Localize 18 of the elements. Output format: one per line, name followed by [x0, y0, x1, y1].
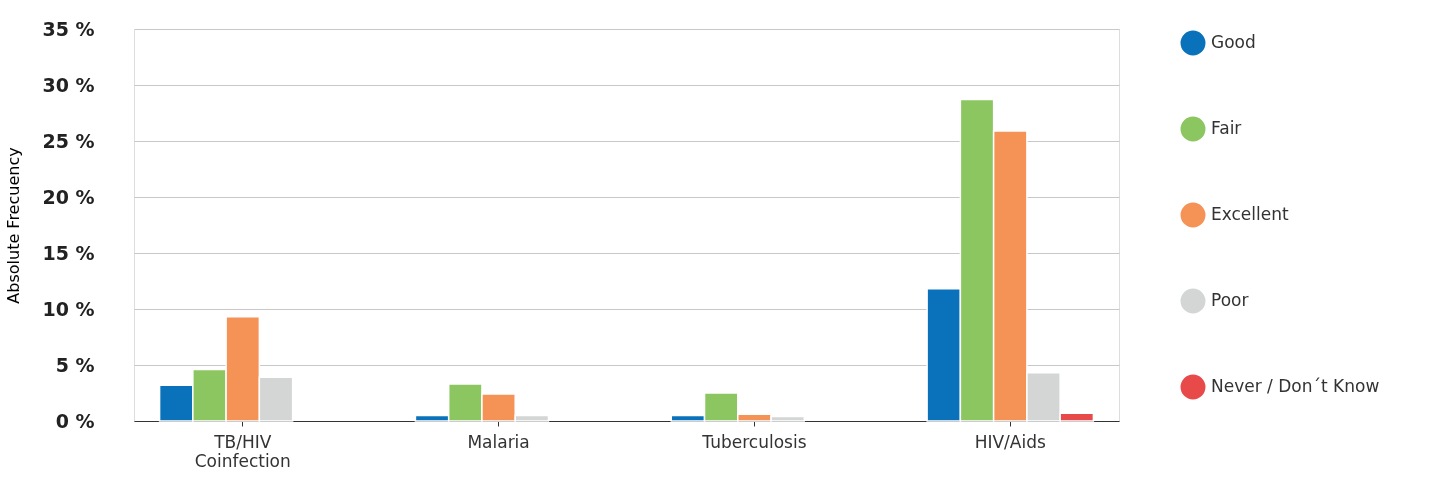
x-tick-label: Malaria [467, 431, 530, 452]
y-tick-label: 25 % [42, 129, 95, 152]
y-axis-title: Absolute Frecuency [4, 147, 24, 304]
legend-label: Poor [1211, 290, 1249, 310]
y-tick-label: 5 % [55, 353, 95, 376]
y-tick-label: 35 % [42, 17, 95, 40]
legend-label: Fair [1211, 118, 1242, 138]
legend-label: Good [1211, 32, 1256, 52]
y-tick-label: 15 % [42, 241, 95, 264]
legend-label: Excellent [1211, 204, 1289, 224]
y-tick-label: 0 % [55, 409, 95, 432]
y-tick-label: 10 % [42, 297, 95, 320]
y-tick-label: 20 % [42, 185, 95, 208]
y-tick-label: 30 % [42, 73, 95, 96]
x-tick-label: Tuberculosis [701, 431, 807, 452]
legend-label: Never / Don´t Know [1211, 376, 1380, 396]
x-tick-label: HIV/Aids [974, 431, 1046, 452]
x-tick-label: TB/HIV Coinfection [194, 431, 291, 471]
